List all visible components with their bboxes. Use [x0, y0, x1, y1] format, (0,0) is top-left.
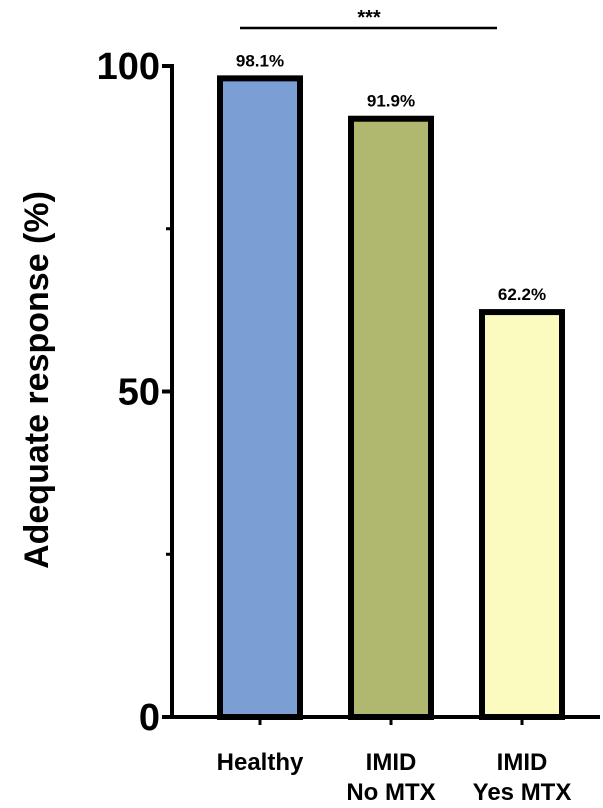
- y-tick-label: 100: [97, 46, 160, 88]
- bar-value-label: 62.2%: [498, 285, 546, 304]
- bar: [348, 115, 434, 720]
- x-tick-label: Yes MTX: [473, 779, 572, 806]
- bar: [217, 75, 303, 720]
- value-labels: 98.1% 91.9% 62.2%: [236, 51, 546, 304]
- bars: [217, 75, 565, 720]
- significance-label: ***: [357, 7, 381, 29]
- x-tick-label: IMID: [497, 749, 548, 776]
- y-tick-label: 0: [139, 697, 160, 739]
- bar: [479, 309, 565, 720]
- y-tick-label: 50: [118, 372, 160, 414]
- y-axis-label: Adequate response (%): [18, 191, 56, 569]
- bar-value-label: 98.1%: [236, 51, 284, 70]
- x-tick-label: IMID: [366, 749, 417, 776]
- significance-annotation: ***: [240, 7, 497, 30]
- x-tick-label: No MTX: [346, 779, 435, 806]
- y-axis: 0 50 100: [97, 46, 174, 739]
- x-axis: Healthy IMID No MTX IMID Yes MTX: [172, 715, 600, 806]
- x-tick-label: Healthy: [217, 749, 304, 776]
- bar-value-label: 91.9%: [367, 92, 415, 111]
